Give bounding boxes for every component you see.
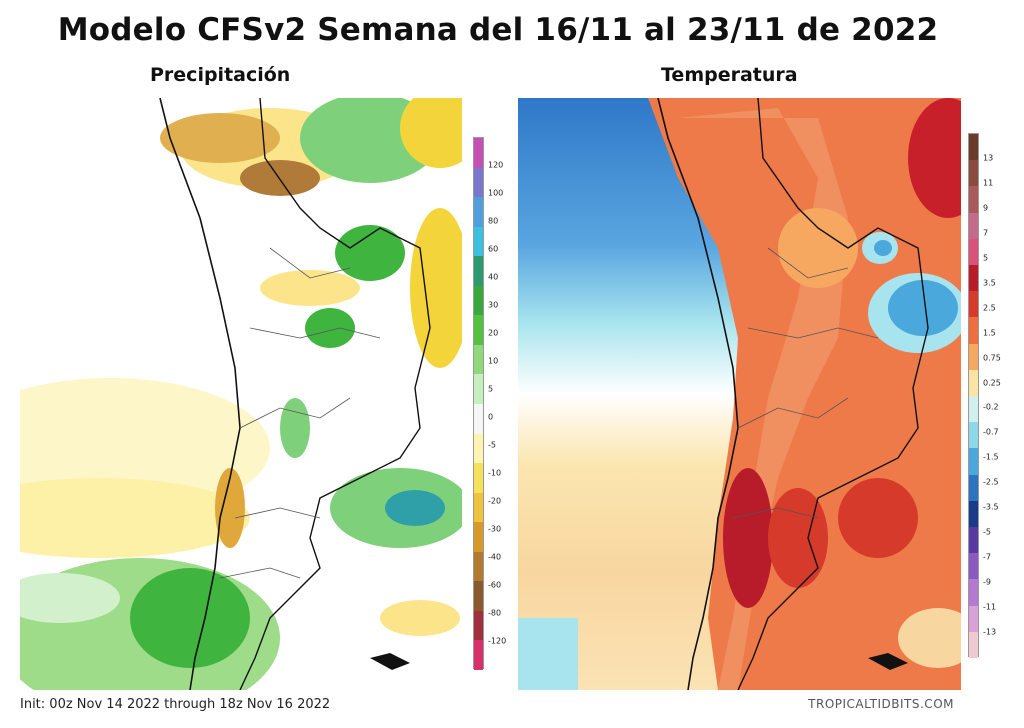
init-caption: Init: 00z Nov 14 2022 through 18z Nov 16… bbox=[20, 697, 331, 712]
colorbar-tick-label: 80 bbox=[488, 216, 499, 226]
colorbar-segment bbox=[474, 285, 483, 316]
precip-panel-title: Precipitación bbox=[150, 64, 291, 86]
colorbar-tick-label: 7 bbox=[983, 228, 989, 238]
colorbar-segment bbox=[969, 238, 978, 266]
colorbar-segment bbox=[474, 522, 483, 553]
colorbar-tick-label: -120 bbox=[488, 636, 507, 646]
colorbar-tick-label: -5 bbox=[488, 440, 496, 450]
precip-map bbox=[20, 98, 462, 690]
colorbar-tick-label: -20 bbox=[488, 496, 502, 506]
colorbar-tick-label: -5 bbox=[983, 527, 991, 537]
colorbar-tick-label: 3.5 bbox=[983, 278, 996, 288]
colorbar-segment bbox=[969, 605, 978, 633]
colorbar-tick-label: 10 bbox=[488, 356, 499, 366]
colorbar-segment bbox=[969, 474, 978, 502]
colorbar-tick-label: 100 bbox=[488, 188, 504, 198]
colorbar-segment bbox=[969, 343, 978, 371]
colorbar-tick-label: -0.7 bbox=[983, 427, 999, 437]
colorbar-tick-label: -13 bbox=[983, 627, 997, 637]
colorbar-segment bbox=[969, 553, 978, 580]
colorbar-segment bbox=[474, 344, 483, 375]
colorbar-tick-label: 11 bbox=[983, 178, 994, 188]
colorbar-segment bbox=[969, 396, 978, 423]
colorbar-segment bbox=[969, 369, 978, 397]
colorbar-tick-label: 0 bbox=[488, 412, 494, 422]
colorbar-tick-label: -11 bbox=[983, 602, 997, 612]
colorbar-tick-label: 5 bbox=[983, 253, 989, 263]
colorbar-tick-label: 120 bbox=[488, 160, 504, 170]
colorbar-segment bbox=[969, 265, 978, 292]
colorbar-tick-label: -40 bbox=[488, 552, 502, 562]
temp-map-graphic bbox=[518, 98, 961, 690]
colorbar-segment bbox=[969, 160, 978, 187]
main-title: Modelo CFSv2 Semana del 16/11 al 23/11 d… bbox=[57, 12, 939, 48]
colorbar-segment bbox=[969, 186, 978, 214]
precip-map-graphic bbox=[20, 98, 462, 690]
colorbar-segment bbox=[474, 167, 483, 198]
colorbar-tick-label: 30 bbox=[488, 300, 499, 310]
colorbar-segment bbox=[969, 500, 978, 528]
colorbar-segment bbox=[474, 197, 483, 228]
colorbar-tick-label: -60 bbox=[488, 580, 502, 590]
colorbar-segment bbox=[474, 433, 483, 464]
colorbar-tick-label: 13 bbox=[983, 153, 994, 163]
colorbar-segment bbox=[474, 256, 483, 287]
temp-colorbar-bar bbox=[968, 133, 979, 659]
credit-caption: TROPICALTIDBITS.COM bbox=[808, 697, 954, 711]
precip-colorbar: 120 100 80 60 40 30 20 10 5 0 -5 -10 -20 -30 -40 -60 -80… bbox=[473, 137, 521, 671]
colorbar-tick-label: 9 bbox=[983, 203, 989, 213]
colorbar-tick-label: -2.5 bbox=[983, 477, 999, 487]
colorbar-tick-label: 40 bbox=[488, 272, 499, 282]
colorbar-tick-label: -1.5 bbox=[983, 452, 999, 462]
colorbar-tick-label: -0.2 bbox=[983, 402, 999, 412]
colorbar-tick-label: -30 bbox=[488, 524, 502, 534]
temp-panel-title: Temperatura bbox=[661, 64, 798, 86]
colorbar-segment bbox=[474, 315, 483, 346]
temp-colorbar: 13 11 9 7 5 3.5 2.5 1.5 0.75 0.25 -0.2 -0.7 -1.5 -2.5… bbox=[968, 133, 1016, 659]
colorbar-segment bbox=[474, 138, 483, 169]
colorbar-segment bbox=[969, 631, 978, 659]
colorbar-tick-label: 1.5 bbox=[983, 328, 996, 338]
colorbar-tick-label: 20 bbox=[488, 328, 499, 338]
temp-map bbox=[518, 98, 961, 690]
colorbar-tick-label: 0.25 bbox=[983, 378, 1001, 388]
colorbar-segment bbox=[474, 463, 483, 494]
colorbar-segment bbox=[474, 610, 483, 641]
colorbar-tick-label: -3.5 bbox=[983, 502, 999, 512]
precip-colorbar-bar bbox=[473, 137, 484, 671]
colorbar-tick-label: 5 bbox=[488, 384, 494, 394]
colorbar-tick-label: -9 bbox=[983, 577, 991, 587]
colorbar-tick-label: 0.75 bbox=[983, 353, 1001, 363]
colorbar-segment bbox=[969, 291, 978, 318]
colorbar-segment bbox=[969, 527, 978, 554]
colorbar-segment bbox=[969, 212, 978, 240]
colorbar-segment bbox=[474, 581, 483, 612]
colorbar-segment bbox=[474, 640, 483, 671]
colorbar-segment bbox=[969, 579, 978, 607]
colorbar-segment bbox=[474, 226, 483, 257]
colorbar-segment bbox=[474, 374, 483, 405]
colorbar-tick-label: 60 bbox=[488, 244, 499, 254]
colorbar-segment bbox=[474, 492, 483, 523]
colorbar-segment bbox=[969, 422, 978, 449]
colorbar-segment bbox=[969, 448, 978, 476]
colorbar-segment bbox=[969, 317, 978, 345]
colorbar-tick-label: -10 bbox=[488, 468, 502, 478]
colorbar-segment bbox=[474, 551, 483, 582]
colorbar-segment bbox=[969, 134, 978, 161]
colorbar-tick-label: -80 bbox=[488, 608, 502, 618]
colorbar-segment bbox=[474, 404, 483, 435]
colorbar-tick-label: 2.5 bbox=[983, 303, 996, 313]
colorbar-tick-label: -7 bbox=[983, 552, 991, 562]
